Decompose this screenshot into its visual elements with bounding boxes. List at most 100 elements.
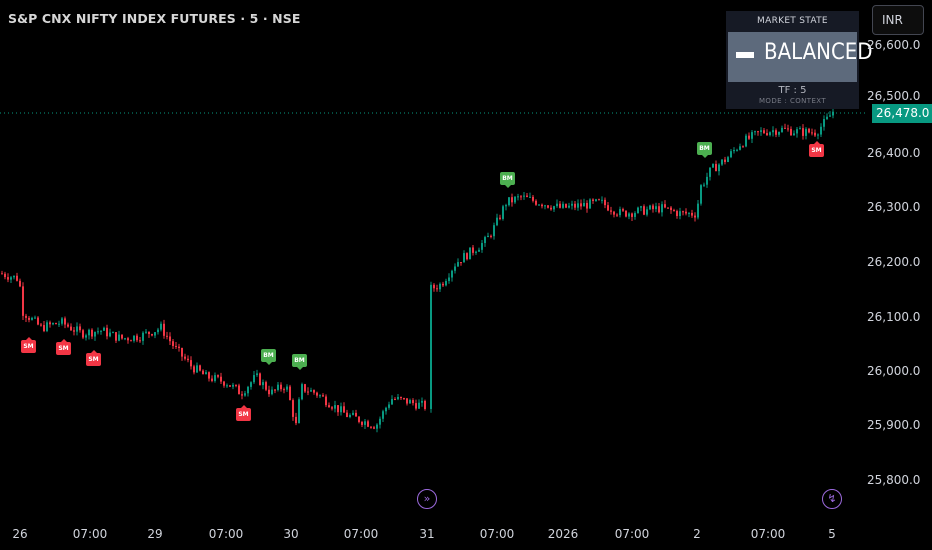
candle-body <box>454 266 456 271</box>
candle-body <box>220 376 222 382</box>
candle-body <box>298 399 300 424</box>
candle-body <box>238 385 240 395</box>
time-axis-label: 07:00 <box>343 527 379 541</box>
candle-body <box>187 358 189 361</box>
candle-body <box>184 356 186 359</box>
candle-body <box>340 406 342 413</box>
candle-body <box>769 132 771 136</box>
candle-body <box>544 205 546 207</box>
sell-marker: SM <box>236 404 251 421</box>
candle-body <box>757 131 759 133</box>
candle-body <box>790 128 792 136</box>
candle-body <box>244 393 246 396</box>
candle-body <box>580 203 582 207</box>
candle-body <box>505 205 507 207</box>
candle-body <box>121 334 123 339</box>
candle-body <box>214 375 216 381</box>
buy-marker: BM <box>500 171 515 188</box>
candle-body <box>34 317 36 319</box>
candle-body <box>190 360 192 367</box>
candle-body <box>175 345 177 347</box>
candle-body <box>601 199 603 201</box>
candle-body <box>262 382 264 386</box>
candle-body <box>811 132 813 134</box>
candle-body <box>160 323 162 330</box>
candles-group <box>1 107 834 433</box>
candle-body <box>208 372 210 379</box>
candle-body <box>754 131 756 133</box>
candle-body <box>388 404 390 408</box>
candle-body <box>682 211 684 213</box>
candle-body <box>808 128 810 133</box>
fast-forward-icon[interactable]: » <box>417 489 437 509</box>
candle-body <box>283 389 285 391</box>
candle-body <box>361 421 363 425</box>
candle-body <box>151 334 153 336</box>
candle-body <box>268 389 270 395</box>
lightning-icon[interactable]: ↯ <box>822 489 842 509</box>
candle-body <box>100 330 102 332</box>
candle-body <box>259 373 261 386</box>
candle-body <box>574 203 576 208</box>
candle-body <box>355 412 357 417</box>
candle-body <box>154 332 156 336</box>
time-axis-label: 2026 <box>547 527 579 541</box>
candle-body <box>640 206 642 208</box>
candle-body <box>679 211 681 216</box>
market-state-panel: MARKET STATE BALANCED TF : 5 MODE : CONT… <box>726 11 873 109</box>
candle-body <box>634 213 636 217</box>
candle-body <box>304 384 306 392</box>
candle-body <box>583 202 585 207</box>
candle-body <box>685 211 687 214</box>
candle-body <box>250 382 252 387</box>
candle-body <box>751 132 753 139</box>
candle-body <box>64 318 66 325</box>
candle-body <box>49 322 51 325</box>
candle-body <box>694 215 696 218</box>
candle-body <box>88 329 90 336</box>
candle-body <box>313 390 315 393</box>
candle-body <box>787 128 789 130</box>
candle-body <box>325 396 327 406</box>
candle-body <box>673 210 675 212</box>
candle-body <box>556 203 558 207</box>
price-axis-label: 26,600.0 <box>867 38 921 52</box>
candle-body <box>529 196 531 198</box>
candle-body <box>607 205 609 211</box>
candle-body <box>715 163 717 172</box>
candle-body <box>616 214 618 216</box>
time-axis-label: 07:00 <box>72 527 108 541</box>
price-axis-label: 26,000.0 <box>867 364 921 378</box>
candle-body <box>73 330 75 332</box>
price-axis-label: 26,200.0 <box>867 255 921 269</box>
candle-body <box>142 332 144 341</box>
candle-body <box>232 384 234 387</box>
price-axis-label: 26,300.0 <box>867 200 921 214</box>
candle-body <box>700 185 702 204</box>
candle-body <box>487 235 489 238</box>
price-axis-label: 26,400.0 <box>867 146 921 160</box>
candle-body <box>202 370 204 375</box>
candle-body <box>1 273 3 275</box>
candle-body <box>565 203 567 208</box>
time-axis-label: 30 <box>283 527 299 541</box>
candle-body <box>13 275 15 278</box>
candle-body <box>199 365 201 371</box>
candle-body <box>169 336 171 342</box>
candle-body <box>817 134 819 136</box>
candle-body <box>832 111 834 116</box>
currency-button[interactable]: INR <box>872 5 924 35</box>
candle-body <box>814 132 816 136</box>
price-axis-label: 25,800.0 <box>867 473 921 487</box>
candle-body <box>670 207 672 211</box>
candle-body <box>469 247 471 260</box>
candle-body <box>568 205 570 208</box>
candle-body <box>136 335 138 341</box>
candle-body <box>688 212 690 214</box>
candle-body <box>217 375 219 377</box>
sell-marker: SM <box>86 350 101 367</box>
candle-body <box>157 329 159 333</box>
candle-body <box>148 331 150 335</box>
candle-body <box>46 322 48 332</box>
